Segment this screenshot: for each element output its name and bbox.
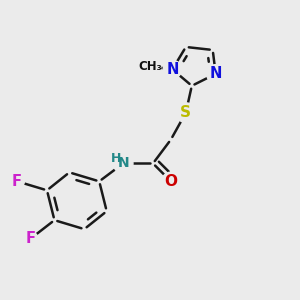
Circle shape bbox=[176, 103, 196, 122]
Circle shape bbox=[139, 56, 161, 77]
Text: CH₃: CH₃ bbox=[138, 60, 162, 73]
Circle shape bbox=[206, 65, 225, 83]
Circle shape bbox=[163, 60, 182, 79]
Circle shape bbox=[10, 174, 24, 189]
Text: F: F bbox=[26, 231, 36, 246]
Text: F: F bbox=[12, 174, 22, 189]
Text: O: O bbox=[164, 174, 177, 189]
Circle shape bbox=[23, 232, 38, 246]
Text: H: H bbox=[110, 152, 121, 166]
Circle shape bbox=[113, 154, 133, 173]
Text: N: N bbox=[209, 66, 222, 81]
Text: N: N bbox=[166, 62, 178, 77]
Circle shape bbox=[162, 172, 180, 190]
Text: N: N bbox=[117, 156, 129, 170]
Text: S: S bbox=[180, 105, 191, 120]
